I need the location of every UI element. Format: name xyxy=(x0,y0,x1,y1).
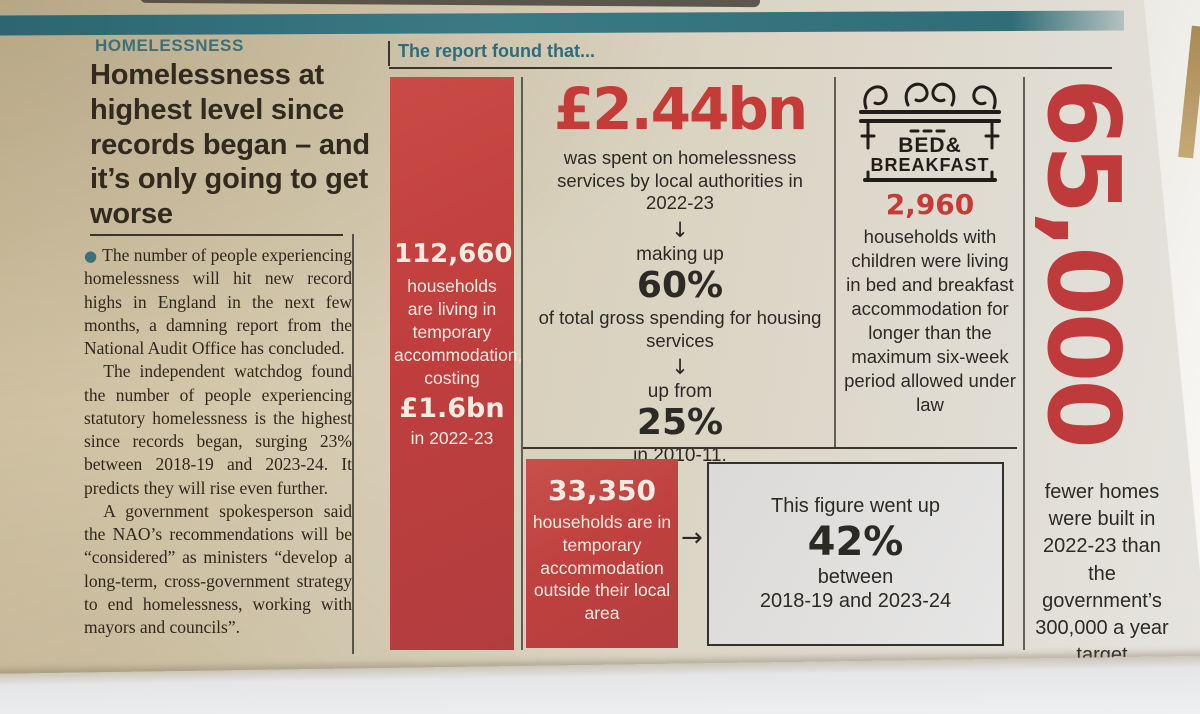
stat-figure: 112,660 xyxy=(394,239,513,269)
infographic-tick-rule xyxy=(388,41,390,66)
stat-description: of total gross spending for housing serv… xyxy=(538,307,822,351)
stat-figure: £2.44bn xyxy=(553,75,808,143)
bed-breakfast-sign-icon: BED& BREAKFAST xyxy=(859,82,1001,182)
stat-percent: 42% xyxy=(807,519,904,565)
article-paragraph: A government spokesperson said the NAO’s… xyxy=(84,500,352,638)
section-divider-rule xyxy=(523,447,1017,449)
homes-shortfall-description: fewer homes were built in 2022-23 than t… xyxy=(1035,481,1169,667)
article-body: ● The number of people experiencing homel… xyxy=(84,244,352,640)
stat-label: This figure went up xyxy=(771,495,940,517)
section-color-band xyxy=(0,10,1125,36)
stat-cost: £1.6bn xyxy=(399,393,505,425)
infographic-header: The report found that... xyxy=(398,41,595,61)
photo-background-edge xyxy=(139,0,761,8)
column-rule xyxy=(834,77,836,447)
bullet-icon: ● xyxy=(84,247,98,265)
stat-period: 2018-19 and 2023-24 xyxy=(759,590,952,612)
down-arrow-icon: ↓ xyxy=(671,355,689,380)
section-kicker: HOMELESSNESS xyxy=(95,36,244,55)
column-rule xyxy=(521,77,523,650)
temporary-accommodation-bar: 112,660 households are living in tempora… xyxy=(390,77,523,650)
sign-text-bed: BED& xyxy=(898,134,962,157)
stat-label: between xyxy=(817,566,894,588)
stat-figure: 2,960 xyxy=(885,188,975,221)
headline: Homelessness at highest level since reco… xyxy=(90,59,370,231)
column-rule xyxy=(1023,77,1025,650)
out-of-area-box: 33,350 households are in temporary accom… xyxy=(526,459,678,648)
infographic-header-rule xyxy=(389,67,1112,69)
next-page-edge xyxy=(0,655,1200,714)
column-rule xyxy=(352,234,354,654)
stat-period: in 2022-23 xyxy=(410,428,494,449)
stat-percent: 25% xyxy=(636,402,724,444)
down-arrow-icon: ↓ xyxy=(671,217,689,242)
stat-description: households are in temporary accommodatio… xyxy=(532,512,672,623)
headline-divider xyxy=(90,234,343,236)
right-arrow-icon: → xyxy=(681,523,703,553)
article-paragraph: The independent watchdog found the numbe… xyxy=(84,361,352,498)
stat-description: was spent on homelessness services by lo… xyxy=(557,147,803,214)
stat-description: households are living in temporary accom… xyxy=(394,276,523,389)
spending-flow: £2.44bn was spent on homelessness servic… xyxy=(531,80,829,467)
stat-label: making up xyxy=(636,243,724,265)
stat-percent: 60% xyxy=(636,264,724,306)
change-box: This figure went up 42% between 2018-19 … xyxy=(707,462,1004,646)
stat-figure: 33,350 xyxy=(547,474,657,507)
homes-shortfall-figure: 65,000 xyxy=(1025,78,1142,446)
bed-breakfast-section: BED& BREAKFAST 2,960 households with chi… xyxy=(842,74,1018,417)
article-paragraph: ● The number of people experiencing homel… xyxy=(84,244,352,360)
sign-text-breakfast: BREAKFAST xyxy=(870,155,989,175)
stat-description: households with children were living in … xyxy=(844,226,1016,416)
stat-label: up from xyxy=(647,381,713,403)
article-text: The number of people experiencing homele… xyxy=(84,245,352,359)
